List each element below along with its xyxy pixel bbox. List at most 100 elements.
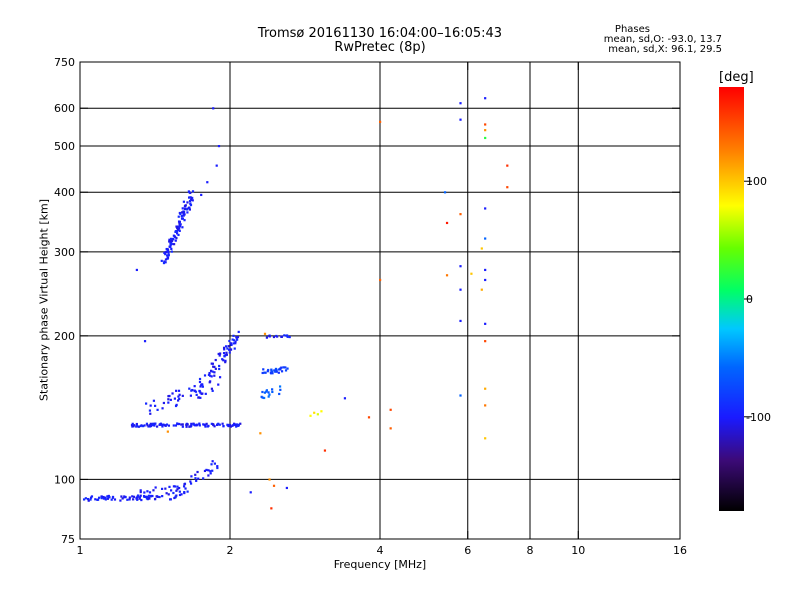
data-point (209, 369, 213, 372)
data-point (177, 220, 181, 223)
data-point (200, 193, 203, 197)
data-point (184, 204, 187, 207)
data-point (190, 475, 193, 478)
data-point (121, 497, 124, 500)
data-point (138, 496, 142, 499)
data-point (181, 425, 184, 428)
data-point (235, 423, 239, 426)
data-point (176, 422, 179, 425)
data-point (316, 413, 319, 416)
data-point (189, 480, 192, 483)
data-point (176, 228, 180, 231)
data-point (167, 253, 170, 257)
data-point (173, 496, 176, 500)
data-point (154, 404, 157, 407)
data-point (194, 477, 197, 480)
data-point (208, 371, 211, 375)
data-point (213, 371, 216, 374)
data-point (217, 383, 220, 386)
data-point (183, 208, 187, 211)
data-point (198, 380, 202, 384)
x-tick-label: 6 (464, 544, 471, 557)
data-point (261, 371, 264, 375)
data-point (148, 491, 152, 494)
data-point (131, 422, 134, 425)
data-point (186, 423, 189, 426)
data-point (190, 389, 193, 392)
data-point (186, 201, 189, 204)
data-point (207, 474, 210, 477)
data-point (278, 385, 282, 388)
data-point (228, 339, 231, 343)
data-point (214, 358, 217, 362)
data-point (146, 497, 149, 500)
data-point (229, 425, 233, 428)
data-point (232, 422, 236, 425)
data-point (195, 393, 198, 396)
data-point (271, 388, 274, 391)
data-point (185, 208, 189, 211)
data-point (178, 227, 181, 230)
data-point (233, 347, 236, 350)
data-point (226, 423, 229, 426)
data-point (139, 490, 142, 494)
data-point (211, 370, 214, 373)
data-point (205, 468, 208, 472)
data-point (128, 496, 131, 499)
data-point (379, 278, 382, 282)
data-point (284, 369, 288, 372)
data-point (166, 256, 170, 259)
data-point (445, 221, 449, 225)
data-point (166, 248, 170, 251)
data-point (223, 355, 226, 358)
data-point (277, 368, 280, 371)
data-point (221, 422, 224, 425)
data-point (259, 432, 262, 435)
data-point (169, 243, 172, 247)
data-point (274, 370, 277, 373)
data-point (169, 245, 172, 248)
data-point (484, 136, 487, 140)
data-point (145, 402, 148, 405)
data-point (164, 487, 167, 490)
data-point (276, 335, 279, 338)
data-point (179, 223, 182, 226)
data-point (102, 497, 106, 500)
data-point (174, 239, 177, 242)
data-point (484, 97, 487, 100)
data-point (279, 368, 282, 371)
data-point (217, 422, 220, 425)
data-point (262, 368, 265, 371)
colorbar-tick-label: -100 (746, 411, 771, 424)
data-point (218, 376, 222, 379)
data-point (162, 261, 166, 265)
data-point (197, 396, 200, 399)
data-point (170, 247, 173, 251)
data-point (186, 490, 189, 493)
y-tick-label: 600 (54, 102, 75, 115)
data-point (190, 198, 193, 201)
data-point (443, 191, 447, 194)
data-point (156, 425, 159, 428)
data-point (111, 495, 115, 499)
data-point (160, 487, 164, 490)
data-point (231, 338, 234, 341)
data-point (181, 211, 184, 214)
data-point (138, 497, 141, 500)
data-point (140, 498, 143, 502)
data-point (313, 411, 316, 414)
data-point (182, 214, 185, 217)
data-point (216, 465, 219, 468)
data-point (211, 460, 214, 463)
data-point (174, 424, 178, 427)
data-point (146, 424, 149, 427)
data-point (389, 408, 392, 411)
data-point (189, 202, 192, 205)
data-point (160, 423, 163, 426)
data-point (225, 345, 228, 348)
data-point (156, 408, 159, 411)
data-point (152, 489, 155, 492)
data-point (181, 394, 184, 397)
data-point (202, 423, 205, 426)
data-point (227, 345, 230, 348)
